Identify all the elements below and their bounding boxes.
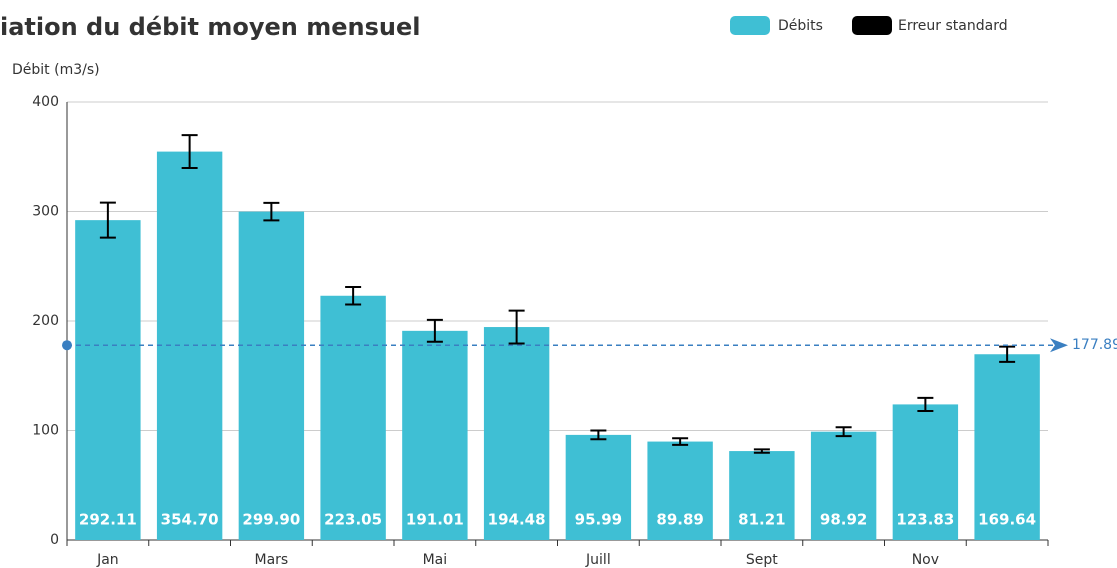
mean-arrow <box>1050 338 1068 353</box>
bar <box>402 330 468 540</box>
error-bar <box>263 201 280 222</box>
y-tick-label: 100 <box>32 423 59 439</box>
legend-label: Débits <box>778 18 823 34</box>
bar <box>483 327 550 540</box>
value-label: 81.21 <box>738 511 785 529</box>
value-label: 194.48 <box>488 511 546 529</box>
bar <box>729 451 795 540</box>
error-bar <box>181 134 198 170</box>
x-tick-label: Sept <box>746 552 778 568</box>
chart-title: iation du débit moyen mensuel <box>0 13 420 41</box>
legend-swatch <box>852 16 892 35</box>
legend-label: Erreur standard <box>898 18 1008 34</box>
value-label: 299.90 <box>242 511 300 529</box>
y-tick-label: 0 <box>50 532 59 548</box>
x-tick-label: Mai <box>423 552 448 568</box>
x-tick-label: Jan <box>96 552 119 568</box>
value-label: 89.89 <box>656 511 703 529</box>
bar <box>647 441 713 540</box>
bar <box>892 404 959 540</box>
value-label: 354.70 <box>161 511 219 529</box>
value-label: 123.83 <box>896 511 954 529</box>
error-bar <box>345 286 362 306</box>
mean-label: 177.89 <box>1072 337 1117 353</box>
error-bar <box>917 396 934 412</box>
error-bar <box>835 426 852 438</box>
error-bar <box>672 437 689 446</box>
x-tick-label: Juill <box>585 552 611 568</box>
bar <box>75 220 141 540</box>
error-bar <box>590 429 607 441</box>
value-label: 292.11 <box>79 511 137 529</box>
legend-swatch <box>730 16 770 35</box>
value-label: 95.99 <box>575 511 622 529</box>
mean-start <box>62 340 72 351</box>
error-bar <box>508 309 525 345</box>
value-label: 223.05 <box>324 511 382 529</box>
bar <box>974 354 1040 540</box>
bar <box>810 431 877 540</box>
value-label: 191.01 <box>406 511 464 529</box>
error-bar <box>753 448 770 454</box>
error-bar <box>999 345 1016 363</box>
value-label: 98.92 <box>820 511 867 529</box>
y-axis-label: Débit (m3/s) <box>12 62 100 78</box>
bar <box>238 211 305 540</box>
y-tick-label: 200 <box>32 313 59 329</box>
error-bar <box>426 318 443 343</box>
x-tick-label: Mars <box>255 552 289 568</box>
value-label: 169.64 <box>978 511 1036 529</box>
y-tick-label: 300 <box>32 204 59 220</box>
y-tick-label: 400 <box>32 94 59 110</box>
error-bar <box>99 201 116 239</box>
bar <box>565 434 632 540</box>
x-tick-label: Nov <box>912 552 939 568</box>
bar <box>320 295 386 540</box>
